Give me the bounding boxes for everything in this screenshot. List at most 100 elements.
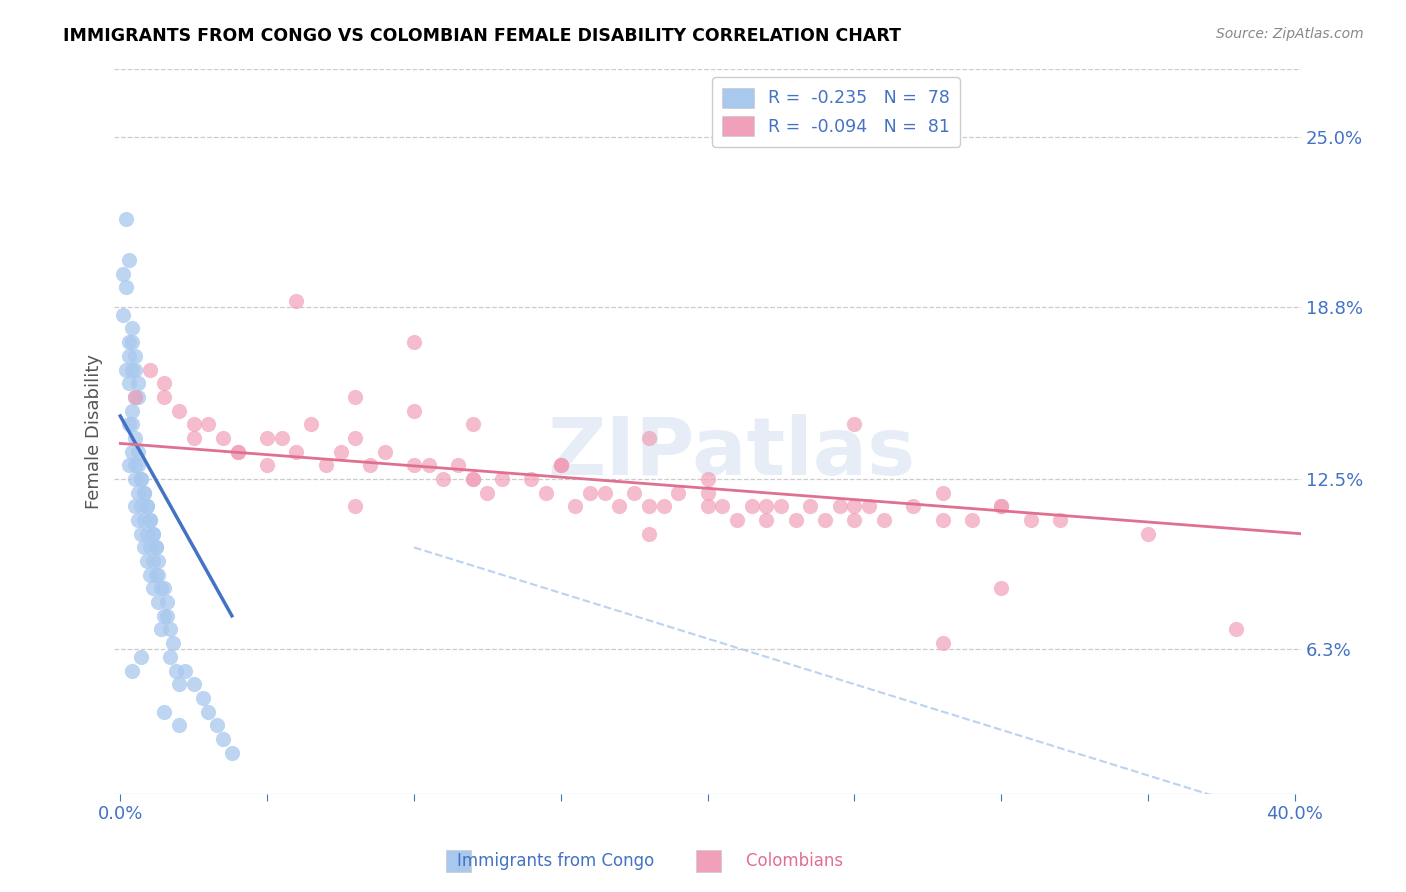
- Point: [873, 513, 896, 527]
- Point: [121, 417, 143, 432]
- Point: [148, 595, 170, 609]
- Point: [666, 485, 689, 500]
- Point: [124, 500, 146, 514]
- Point: [153, 390, 176, 404]
- Point: [173, 664, 195, 678]
- Point: [696, 472, 718, 486]
- Point: [118, 458, 141, 473]
- Y-axis label: Female Disability: Female Disability: [86, 353, 103, 508]
- Point: [785, 513, 807, 527]
- Text: Immigrants from Congo: Immigrants from Congo: [415, 852, 654, 870]
- Point: [156, 595, 179, 609]
- Point: [637, 526, 659, 541]
- Point: [135, 500, 157, 514]
- Point: [129, 649, 152, 664]
- Point: [623, 485, 645, 500]
- Point: [153, 705, 176, 719]
- Point: [418, 458, 440, 473]
- Point: [138, 541, 160, 555]
- Point: [755, 500, 778, 514]
- Text: Source: ZipAtlas.com: Source: ZipAtlas.com: [1216, 27, 1364, 41]
- Point: [183, 417, 205, 432]
- Point: [159, 649, 181, 664]
- Point: [142, 582, 165, 596]
- Point: [121, 335, 143, 350]
- Point: [609, 500, 631, 514]
- Point: [115, 280, 138, 294]
- Point: [299, 417, 322, 432]
- Point: [461, 472, 484, 486]
- Point: [153, 376, 176, 391]
- Text: Colombians: Colombians: [704, 852, 842, 870]
- Point: [124, 390, 146, 404]
- Point: [124, 472, 146, 486]
- Point: [696, 485, 718, 500]
- Point: [344, 500, 367, 514]
- Point: [127, 485, 149, 500]
- Point: [725, 513, 748, 527]
- Point: [402, 458, 425, 473]
- Point: [118, 376, 141, 391]
- Point: [550, 458, 572, 473]
- Point: [197, 417, 219, 432]
- Point: [960, 513, 983, 527]
- Point: [132, 485, 155, 500]
- Point: [121, 362, 143, 376]
- Text: ZIPatlas: ZIPatlas: [547, 414, 915, 491]
- Point: [828, 500, 851, 514]
- Point: [520, 472, 543, 486]
- Point: [256, 458, 278, 473]
- Point: [226, 444, 249, 458]
- Point: [1225, 623, 1247, 637]
- Point: [461, 417, 484, 432]
- Point: [755, 513, 778, 527]
- Point: [121, 664, 143, 678]
- Point: [550, 458, 572, 473]
- Point: [129, 500, 152, 514]
- Point: [118, 417, 141, 432]
- Point: [741, 500, 763, 514]
- Point: [127, 513, 149, 527]
- Point: [491, 472, 513, 486]
- Point: [285, 444, 308, 458]
- Point: [1137, 526, 1160, 541]
- Point: [145, 541, 167, 555]
- Point: [212, 731, 235, 746]
- Point: [129, 472, 152, 486]
- Point: [990, 500, 1012, 514]
- Point: [1049, 513, 1071, 527]
- Point: [931, 636, 953, 650]
- Point: [167, 403, 190, 417]
- Point: [461, 472, 484, 486]
- Point: [402, 335, 425, 350]
- Point: [652, 500, 675, 514]
- Point: [579, 485, 602, 500]
- Point: [124, 390, 146, 404]
- Point: [142, 526, 165, 541]
- Point: [142, 554, 165, 568]
- Point: [124, 458, 146, 473]
- Point: [138, 513, 160, 527]
- Point: [138, 513, 160, 527]
- Legend: R =  -0.235   N =  78, R =  -0.094   N =  81: R = -0.235 N = 78, R = -0.094 N = 81: [711, 78, 960, 147]
- Point: [359, 458, 381, 473]
- Point: [814, 513, 837, 527]
- Point: [637, 500, 659, 514]
- Point: [212, 431, 235, 445]
- Point: [270, 431, 292, 445]
- Point: [191, 690, 214, 705]
- Point: [148, 567, 170, 582]
- Point: [124, 349, 146, 363]
- Point: [564, 500, 586, 514]
- Point: [226, 444, 249, 458]
- Point: [990, 500, 1012, 514]
- Point: [138, 362, 160, 376]
- Point: [121, 444, 143, 458]
- Point: [402, 403, 425, 417]
- Point: [135, 526, 157, 541]
- Point: [112, 308, 135, 322]
- Point: [132, 485, 155, 500]
- Point: [799, 500, 821, 514]
- Point: [115, 362, 138, 376]
- Point: [145, 567, 167, 582]
